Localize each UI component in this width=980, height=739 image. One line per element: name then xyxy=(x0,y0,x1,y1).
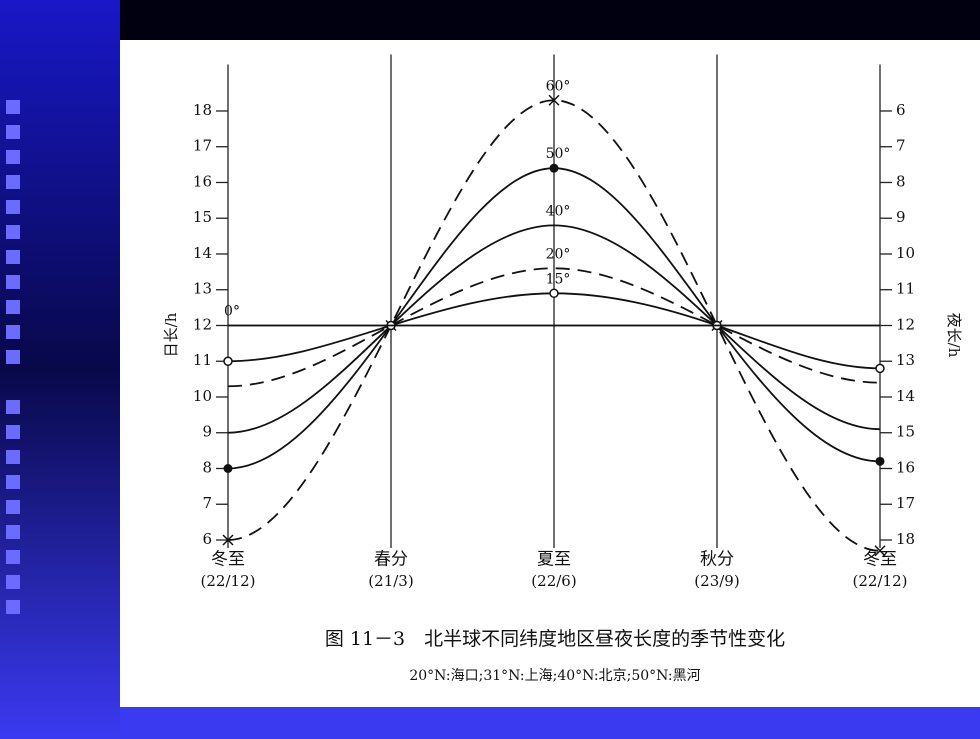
y-tick-label: 18 xyxy=(193,101,212,119)
side-squares xyxy=(6,100,20,614)
y2-tick-label: 7 xyxy=(896,137,906,155)
x-date-label: (22/12) xyxy=(853,572,908,590)
caption: 图 11－3 北半球不同纬度地区昼夜长度的季节性变化 xyxy=(325,628,785,650)
y-tick-label: 6 xyxy=(202,530,212,548)
y-tick-label: 11 xyxy=(193,351,212,369)
x-date-label: (22/6) xyxy=(531,572,576,590)
series-line xyxy=(227,267,881,388)
top-band xyxy=(120,0,980,40)
series-label: 15° xyxy=(546,271,571,287)
point xyxy=(223,463,233,473)
y2-tick-label: 16 xyxy=(896,458,915,476)
y2-tick-label: 10 xyxy=(896,244,915,262)
point xyxy=(874,545,886,557)
y-tick-label: 7 xyxy=(202,494,212,512)
series-label: 20° xyxy=(546,246,571,262)
y2-tick-label: 12 xyxy=(896,315,915,333)
series-line xyxy=(227,99,881,552)
y2-tick-label: 11 xyxy=(896,280,915,298)
x-date-label: (23/9) xyxy=(694,572,739,590)
point xyxy=(549,288,559,299)
y2-tick-label: 15 xyxy=(896,423,915,441)
y-tick-label: 8 xyxy=(202,458,212,476)
y2-tick-label: 14 xyxy=(896,387,915,405)
point xyxy=(223,356,233,366)
point xyxy=(875,363,885,374)
y2-tick-label: 17 xyxy=(896,494,915,512)
x-tick-label: 春分 xyxy=(374,550,408,570)
point xyxy=(875,456,885,466)
y2-tick-label: 8 xyxy=(896,172,906,190)
x-date-label: (22/12) xyxy=(201,572,256,590)
series-label: 60° xyxy=(546,78,571,94)
point xyxy=(222,534,234,546)
y2-tick-label: 9 xyxy=(896,208,906,226)
y-tick-label: 17 xyxy=(193,137,212,155)
y-tick-label: 16 xyxy=(193,172,212,190)
y2-tick-label: 6 xyxy=(896,101,906,119)
series-label: 40° xyxy=(546,203,571,219)
series-label: 0° xyxy=(224,303,240,319)
x-tick-label: 夏至 xyxy=(537,550,571,570)
y-tick-label: 12 xyxy=(193,315,212,333)
y-tick-label: 15 xyxy=(193,208,212,226)
x-tick-label: 冬至 xyxy=(211,550,245,570)
y2-tick-label: 13 xyxy=(896,351,915,369)
series-label: 50° xyxy=(546,146,571,162)
caption-note: 20°N:海口;31°N:上海;40°N:北京;50°N:黑河 xyxy=(409,668,700,684)
y2-tick-label: 18 xyxy=(896,530,915,548)
y-tick-label: 13 xyxy=(193,280,212,298)
y-tick-label: 10 xyxy=(193,387,212,405)
point xyxy=(548,94,560,106)
y-tick-label: 14 xyxy=(193,244,212,262)
point xyxy=(549,163,559,173)
x-date-label: (21/3) xyxy=(368,572,413,590)
series-line xyxy=(227,224,881,434)
y2-axis-label: 夜长/h xyxy=(945,313,963,358)
x-tick-label: 秋分 xyxy=(700,550,734,570)
content-panel xyxy=(120,40,980,707)
y-tick-label: 9 xyxy=(202,423,212,441)
x-tick-label: 冬至 xyxy=(863,550,897,570)
y-axis-label: 日长/h xyxy=(162,312,180,357)
